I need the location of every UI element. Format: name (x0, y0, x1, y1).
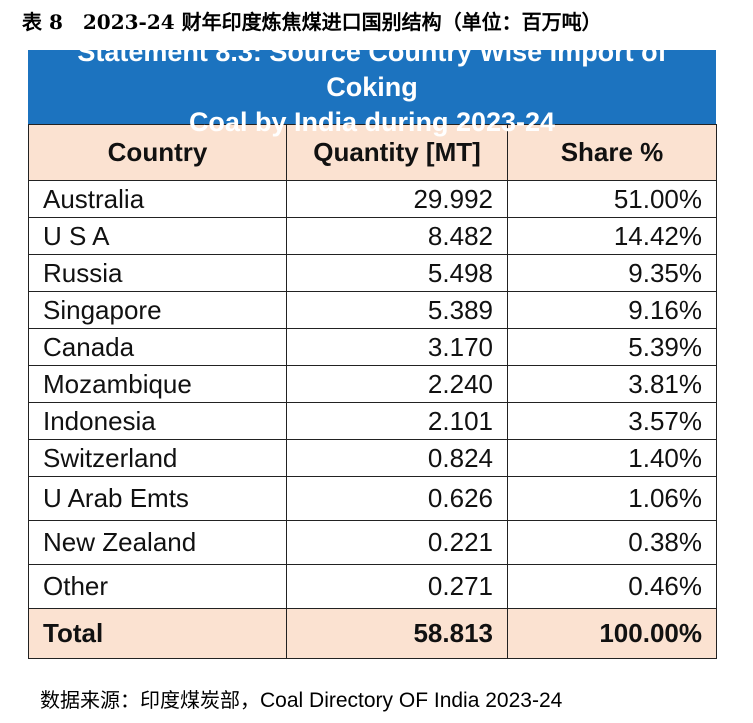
quantity-cell: 0.626 (286, 476, 508, 521)
header-row: Country Quantity [MT] Share % (28, 124, 717, 181)
table-row: Switzerland 0.824 1.40% (28, 439, 717, 477)
share-cell: 3.81% (507, 365, 717, 403)
table-title-line-1: Statement 8.3: Source Country Wise Impor… (77, 36, 667, 102)
total-label: Total (28, 608, 287, 659)
share-cell: 3.57% (507, 402, 717, 440)
country-cell: New Zealand (28, 520, 287, 565)
share-cell: 51.00% (507, 180, 717, 218)
total-share: 100.00% (507, 608, 717, 659)
table-row: Indonesia 2.101 3.57% (28, 402, 717, 440)
quantity-cell: 29.992 (286, 180, 508, 218)
quantity-cell: 3.170 (286, 328, 508, 366)
table-row: Singapore 5.389 9.16% (28, 291, 717, 329)
table-row: Australia 29.992 51.00% (28, 180, 717, 218)
country-cell: Switzerland (28, 439, 287, 477)
table-title-line-2: Coal by India during 2023-24 (188, 106, 556, 137)
country-cell: Canada (28, 328, 287, 366)
table-row: Russia 5.498 9.35% (28, 254, 717, 292)
country-cell: U S A (28, 217, 287, 255)
table-row: Other 0.271 0.46% (28, 564, 717, 609)
total-row: Total 58.813 100.00% (28, 608, 717, 659)
share-cell: 0.46% (507, 564, 717, 609)
quantity-cell: 2.101 (286, 402, 508, 440)
source-prefix: 数据来源：印度煤炭部， (40, 688, 260, 712)
country-cell: Australia (28, 180, 287, 218)
country-cell: Russia (28, 254, 287, 292)
quantity-cell: 0.824 (286, 439, 508, 477)
table-row: Mozambique 2.240 3.81% (28, 365, 717, 403)
share-cell: 1.40% (507, 439, 717, 477)
quantity-cell: 2.240 (286, 365, 508, 403)
country-cell: Indonesia (28, 402, 287, 440)
share-cell: 0.38% (507, 520, 717, 565)
share-cell: 9.35% (507, 254, 717, 292)
share-cell: 9.16% (507, 291, 717, 329)
table-row: U Arab Emts 0.626 1.06% (28, 476, 717, 521)
table-caption: 表 8 2023-24 财年印度炼焦煤进口国别结构（单位：百万吨） (22, 10, 602, 34)
statement-table: Statement 8.3: Source Country Wise Impor… (28, 37, 717, 659)
header-quantity: Quantity [MT] (286, 124, 508, 181)
source-name: Coal Directory OF India 2023-24 (260, 689, 563, 712)
table-row: U S A 8.482 14.42% (28, 217, 717, 255)
quantity-cell: 5.389 (286, 291, 508, 329)
source-note: 数据来源：印度煤炭部，Coal Directory OF India 2023-… (40, 684, 562, 713)
import-table: Country Quantity [MT] Share % Australia … (28, 124, 717, 659)
table-row: Canada 3.170 5.39% (28, 328, 717, 366)
country-cell: Singapore (28, 291, 287, 329)
country-cell: Other (28, 564, 287, 609)
share-cell: 1.06% (507, 476, 717, 521)
country-cell: U Arab Emts (28, 476, 287, 521)
quantity-cell: 0.221 (286, 520, 508, 565)
share-cell: 5.39% (507, 328, 717, 366)
table-title-bar: Statement 8.3: Source Country Wise Impor… (28, 37, 716, 137)
share-cell: 14.42% (507, 217, 717, 255)
quantity-cell: 5.498 (286, 254, 508, 292)
total-quantity: 58.813 (286, 608, 508, 659)
header-country: Country (28, 124, 287, 181)
table-row: New Zealand 0.221 0.38% (28, 520, 717, 565)
quantity-cell: 8.482 (286, 217, 508, 255)
quantity-cell: 0.271 (286, 564, 508, 609)
country-cell: Mozambique (28, 365, 287, 403)
